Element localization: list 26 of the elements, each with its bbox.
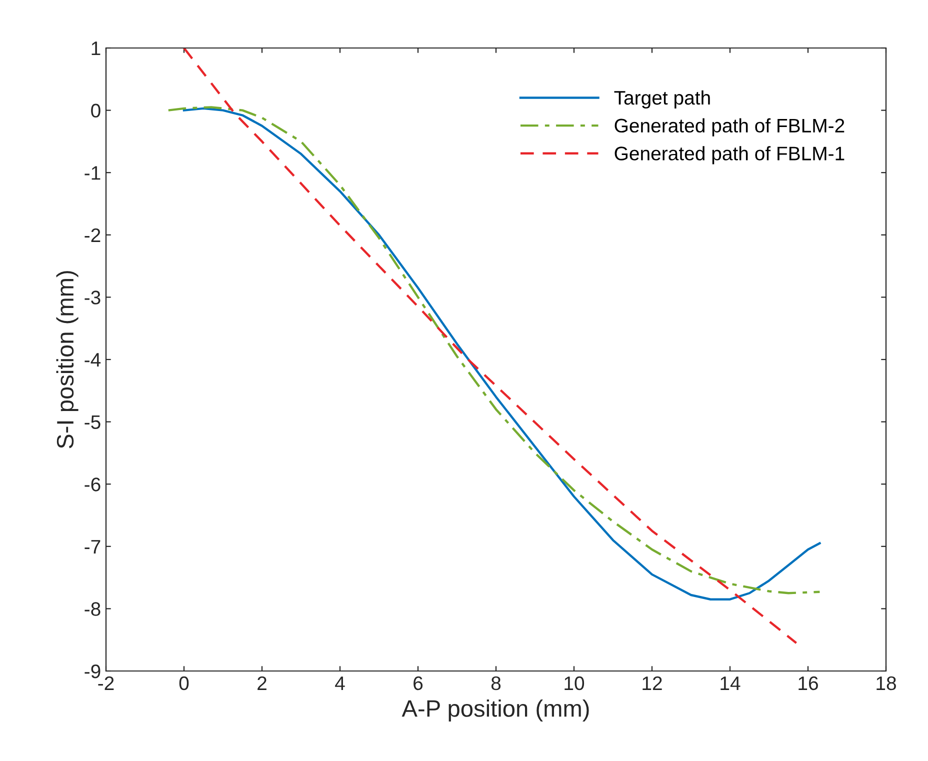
y-tick-label: -9	[84, 664, 100, 678]
y-tick-label: -1	[84, 166, 100, 180]
x-tick-label: 10	[564, 676, 584, 690]
x-tick-label: 14	[720, 676, 740, 690]
x-tick-label: 6	[414, 676, 423, 690]
y-tick-label: -7	[84, 540, 100, 554]
y-tick-label: 0	[91, 104, 100, 118]
x-axis-title: A-P position (mm)	[402, 700, 589, 722]
y-tick-label: -3	[84, 290, 100, 304]
y-tick-label: -2	[84, 228, 100, 242]
y-axis-title: S-I position (mm)	[56, 271, 78, 448]
y-tick-label: -4	[84, 353, 101, 367]
y-tick-label: 1	[92, 42, 100, 56]
y-tick-label: -6	[84, 478, 100, 492]
x-tick-label: 16	[798, 676, 818, 690]
y-tick-label: -8	[84, 602, 100, 616]
x-tick-label: 2	[258, 676, 266, 690]
y-tick-label: -5	[84, 415, 100, 430]
legend-label: Generated path of FBLM-1	[614, 146, 844, 164]
x-tick-label: 8	[491, 676, 501, 690]
legend-label: Target path	[614, 90, 710, 109]
x-tick-label: 12	[642, 676, 662, 690]
x-tick-label: 18	[876, 676, 896, 690]
x-tick-label: 0	[179, 676, 189, 690]
legend-label: Generated path of FBLM-2	[614, 118, 844, 136]
x-tick-label: 4	[335, 676, 345, 690]
